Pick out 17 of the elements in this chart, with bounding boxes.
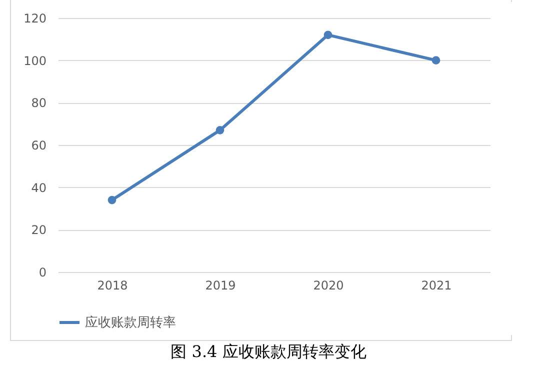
y-tick-label: 120 — [24, 12, 46, 26]
y-tick-label: 20 — [31, 223, 46, 238]
point — [108, 196, 116, 204]
x-tick-label: 2021 — [421, 278, 452, 292]
y-tick-label: 80 — [31, 96, 46, 110]
y-tick-label: 0 — [38, 266, 46, 280]
y-tick-label: 40 — [31, 180, 46, 195]
y-tick-label: 100 — [24, 54, 46, 68]
x-tick-label: 2020 — [313, 278, 344, 292]
y-tick-label: 60 — [31, 138, 46, 152]
point — [324, 30, 332, 40]
point — [432, 56, 440, 65]
point — [216, 126, 224, 134]
x-tick-label: 2019 — [205, 278, 236, 292]
legend-label: 应收账款周转率 — [85, 314, 176, 330]
caption: 图 3.4 应收账款周转率变化 — [170, 342, 368, 363]
x-tick-label: 2018 — [97, 278, 128, 292]
